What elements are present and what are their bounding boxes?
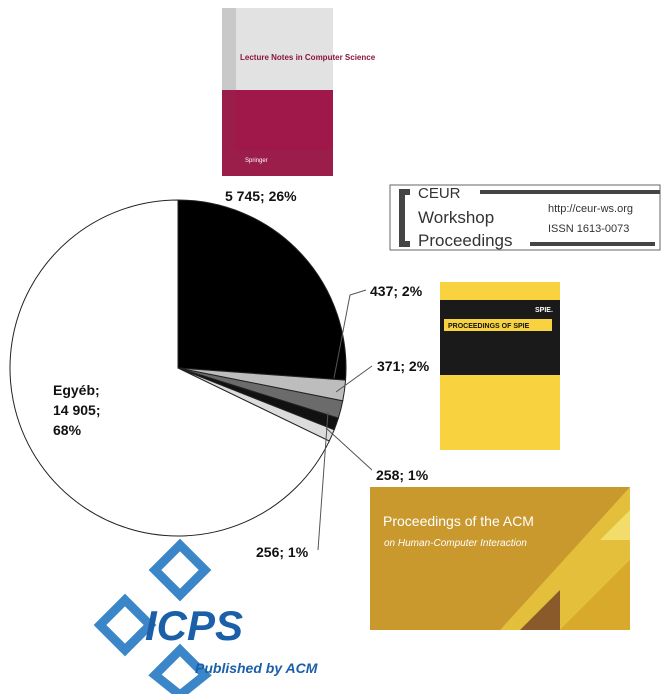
leader-lines	[317, 289, 373, 551]
value-label: 258; 1%	[376, 467, 429, 483]
icps-logo: ICPS Published by ACM	[93, 538, 318, 694]
ceur-name: CEUR	[418, 185, 461, 202]
value-label: 14 905; 68%	[53, 402, 101, 438]
pie	[9, 199, 347, 537]
value-label: 256; 1%	[256, 544, 309, 560]
spie-cover: SPIE. PROCEEDINGS OF SPIE	[440, 282, 560, 450]
lncs-publisher: Springer	[245, 158, 268, 164]
leader-line	[333, 289, 367, 379]
ceur-url: http://ceur-ws.org	[548, 203, 633, 215]
pie-slice	[177, 199, 347, 381]
spie-title: PROCEEDINGS OF SPIE	[448, 323, 530, 330]
ceur-line2: Proceedings	[418, 231, 513, 250]
acm-subtitle: on Human-Computer Interaction	[384, 538, 527, 549]
lncs-cover: Lecture Notes in Computer Science Spring…	[222, 8, 376, 176]
acm-title: Proceedings of the ACM	[383, 513, 534, 529]
category-label: Egyéb;	[53, 382, 100, 398]
acm-cover: Proceedings of the ACM on Human-Computer…	[370, 487, 630, 630]
leader-line	[335, 365, 373, 393]
value-label: 371; 2%	[377, 358, 430, 374]
leader-line	[325, 427, 373, 471]
pie-slice	[9, 199, 330, 537]
icps-tagline: Published by ACM	[195, 660, 318, 676]
spie-brand: SPIE.	[535, 307, 553, 314]
ceur-line1: Workshop	[418, 208, 494, 227]
leader-line	[317, 411, 329, 551]
lncs-title: Lecture Notes in Computer Science	[240, 53, 376, 62]
ceur-issn: ISSN 1613-0073	[548, 223, 629, 235]
icps-name: ICPS	[145, 602, 243, 649]
ceur-logo: CEUR Workshop Proceedings http://ceur-ws…	[389, 184, 661, 251]
value-label: 5 745; 26%	[225, 188, 297, 204]
value-label: 437; 2%	[370, 283, 423, 299]
